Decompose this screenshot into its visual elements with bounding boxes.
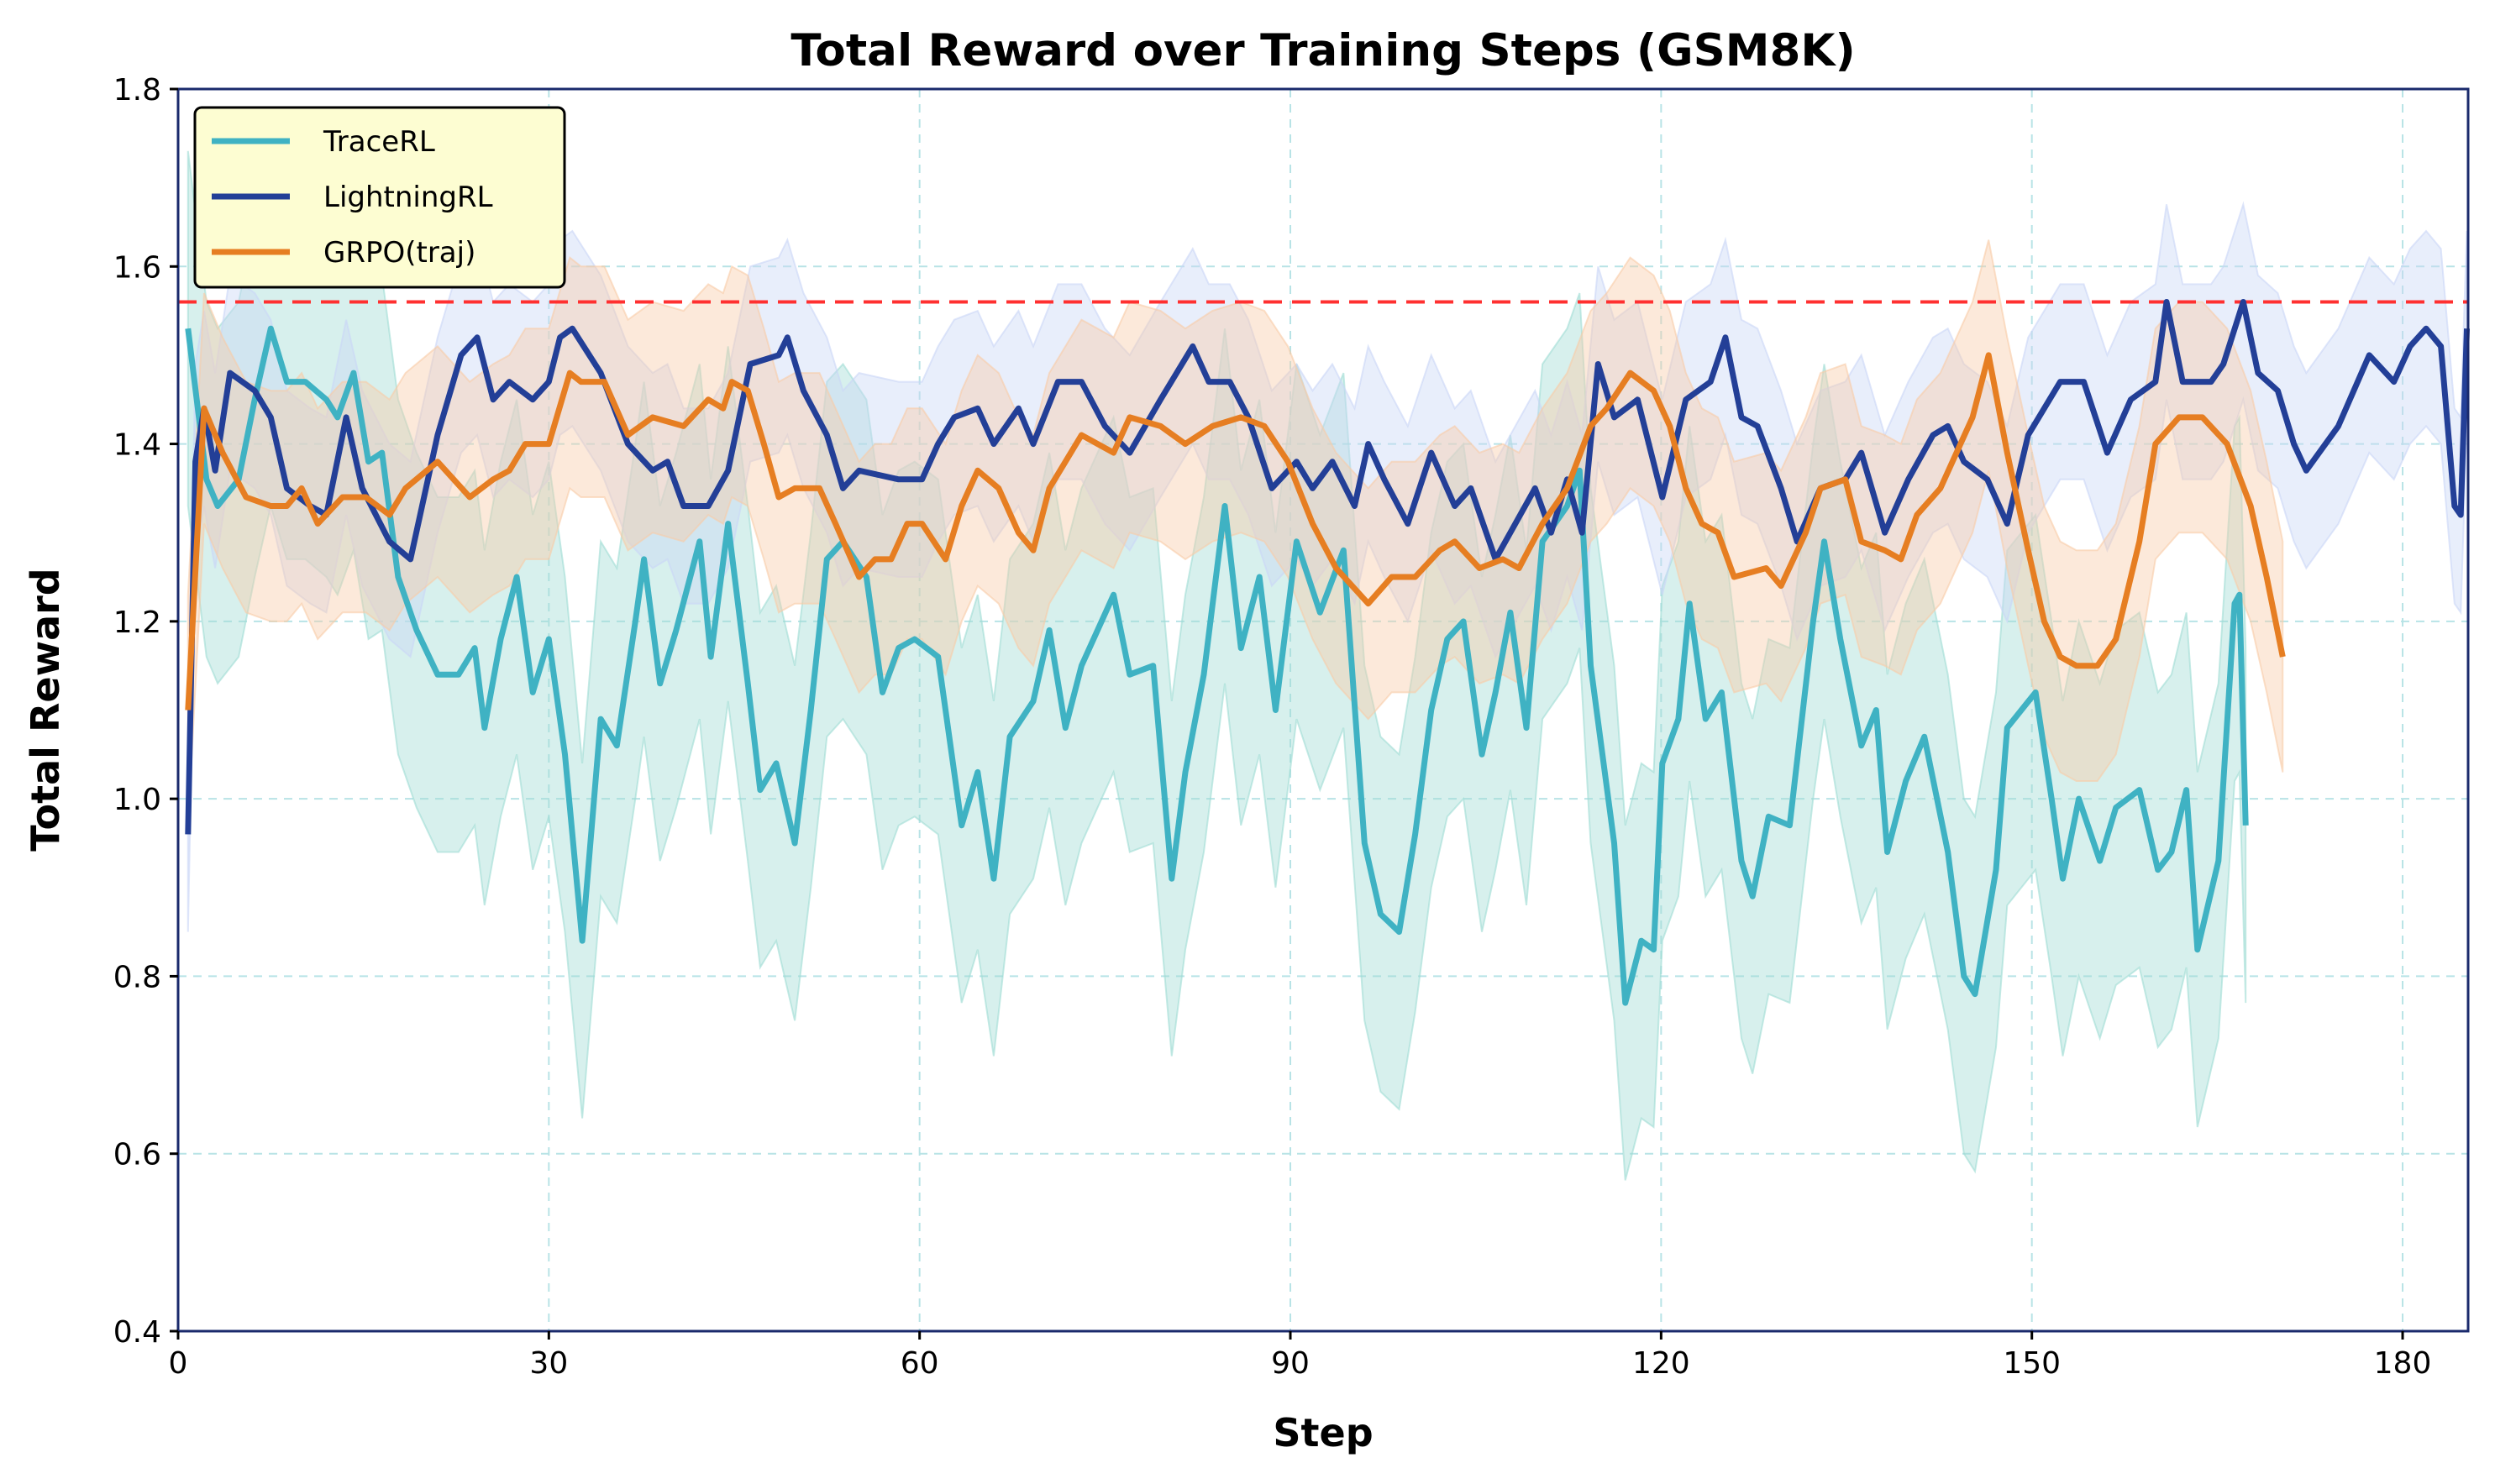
x-tick-label: 180 (2374, 1346, 2432, 1381)
x-tick-label: 30 (529, 1346, 568, 1381)
y-tick-label: 1.4 (113, 428, 161, 463)
chart-title: Total Reward over Training Steps (GSM8K) (791, 25, 1855, 76)
y-axis-label: Total Reward (23, 568, 68, 851)
legend-label: LightningRL (323, 181, 493, 214)
x-axis-ticks: 0 30 60 90 120 150 180 (169, 1331, 2432, 1381)
legend-box (193, 106, 566, 289)
y-tick-label: 0.6 (113, 1138, 161, 1172)
x-tick-label: 60 (901, 1346, 939, 1381)
x-tick-label: 90 (1271, 1346, 1310, 1381)
std-band-grpo-traj- (186, 239, 2284, 826)
y-tick-label: 1.2 (113, 606, 161, 640)
y-tick-label: 1.0 (113, 783, 161, 817)
x-tick-label: 120 (1632, 1346, 1690, 1381)
x-axis-label: Step (1273, 1410, 1373, 1455)
series-lines (185, 299, 2470, 1006)
y-tick-label: 0.4 (113, 1315, 161, 1350)
plot-frame (176, 87, 2470, 1333)
series-line-tracerl (185, 325, 2249, 1006)
x-tick-label: 0 (169, 1346, 188, 1381)
y-tick-label: 1.8 (113, 73, 161, 107)
legend-label: GRPO(traj) (323, 236, 475, 270)
y-tick-label: 1.6 (113, 250, 161, 285)
y-axis-ticks: 0.4 0.6 0.8 1.0 1.2 1.4 1.6 1.8 (113, 73, 178, 1350)
series-line-lightningrl (185, 299, 2470, 835)
legend-label: TraceRL (323, 125, 435, 159)
legend: TraceRL LightningRL GRPO(traj) (193, 106, 566, 289)
y-tick-label: 0.8 (113, 960, 161, 994)
series-line-grpo-traj- (185, 352, 2286, 711)
x-tick-label: 150 (2003, 1346, 2061, 1381)
